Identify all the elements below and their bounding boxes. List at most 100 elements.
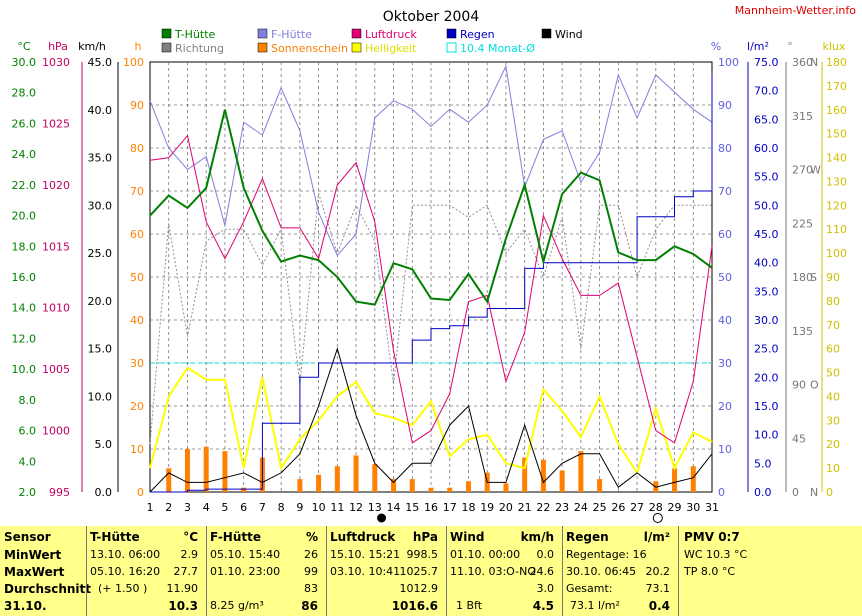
sun-bar <box>297 479 303 492</box>
x-tick-label: 3 <box>184 501 191 514</box>
feuchte-tick: 20 <box>718 400 732 413</box>
x-tick-label: 7 <box>259 501 266 514</box>
x-tick-label: 21 <box>518 501 532 514</box>
x-tick-label: 25 <box>593 501 607 514</box>
regen-tick: 45.0 <box>754 228 779 241</box>
divider <box>326 526 327 616</box>
weather-chart: Oktober 2004 Mannheim-Wetter.info T-Hütt… <box>12 4 857 523</box>
sun-bar <box>597 479 603 492</box>
f-huette-header: F-Hütte <box>210 530 262 544</box>
x-tick-label: 24 <box>574 501 588 514</box>
feuchte-tick: 60 <box>718 228 732 241</box>
t-huette-column: T-Hütte °C 13.10. 06:00 2.9 05.10. 16:20 27… <box>90 526 202 616</box>
sun-bar <box>690 466 696 492</box>
sun-bar <box>540 459 546 492</box>
luftdruck-max: 1025.7 <box>399 565 439 578</box>
druck-tick: 1030 <box>42 56 70 69</box>
t-huette-max-time: 05.10. 16:20 <box>90 565 161 578</box>
x-tick-label: 20 <box>499 501 513 514</box>
legend-swatch <box>257 42 268 53</box>
legend-swatch <box>446 28 457 39</box>
wind-avg: 3.0 <box>536 582 555 595</box>
feuchte-tick: 70 <box>718 185 732 198</box>
f-huette-current: 86 <box>301 599 318 613</box>
luftdruck-unit: hPa <box>412 530 438 544</box>
feuchte-tick: 90 <box>718 99 732 112</box>
regen-total: 73.1 l/m² <box>570 599 620 612</box>
sun-bar <box>465 481 471 492</box>
axis-unit: % <box>711 40 721 53</box>
klux-tick: 90 <box>826 271 840 284</box>
legend-swatch <box>257 28 268 39</box>
sun-bar <box>391 479 397 492</box>
regen-tick: 65.0 <box>754 113 779 126</box>
sun-bar <box>184 449 190 492</box>
legend-label: F-Hütte <box>271 28 312 41</box>
wind-column: Wind km/h 01.10. 00:00 0.0 11.10. 03:O-NO 2… <box>450 526 558 616</box>
legend-swatch <box>161 42 172 53</box>
klux-tick: 20 <box>826 438 840 451</box>
wind-tick: 25.0 <box>88 247 113 260</box>
druck-tick: 1005 <box>42 363 70 376</box>
f-huette-min-time: 05.10. 15:40 <box>210 548 281 561</box>
legend-swatch <box>351 42 362 53</box>
sun-bar <box>334 466 340 492</box>
t-huette-avg: 11.90 <box>166 582 199 595</box>
klux-tick: 160 <box>826 104 847 117</box>
wind-tick: 15.0 <box>88 343 113 356</box>
x-tick-label: 23 <box>555 501 569 514</box>
temp-line <box>149 109 713 306</box>
regen-tick: 55.0 <box>754 171 779 184</box>
axis-units: °C hPa km/h h% l/m² ° klux <box>17 40 846 53</box>
temp-tick: 4.0 <box>19 455 37 468</box>
klux-tick: 150 <box>826 128 847 141</box>
sonne-tick: 40 <box>130 314 144 327</box>
temp-tick: 14.0 <box>12 302 37 315</box>
richtung-tick: 135 <box>792 325 813 338</box>
divider <box>678 526 679 616</box>
feuchte-tick: 10 <box>718 443 732 456</box>
x-tick-label: 8 <box>278 501 285 514</box>
legend-swatch <box>161 28 172 39</box>
x-tick-label: 2 <box>165 501 172 514</box>
sun-bar <box>428 487 434 492</box>
regen-max-time: 30.10. 06:45 <box>566 565 637 578</box>
temp-tick: 24.0 <box>12 148 37 161</box>
x-tick-label: 14 <box>387 501 401 514</box>
sun-bar <box>372 464 378 492</box>
x-tick-label: 30 <box>686 501 700 514</box>
regen-tick: 40.0 <box>754 257 779 270</box>
x-tick-label: 1 <box>147 501 154 514</box>
temp-tick: 20.0 <box>12 210 37 223</box>
pmv-header: PMV 0:7 <box>684 530 740 544</box>
richtung-dir-tick: O <box>810 379 819 392</box>
x-tick-label: 18 <box>461 501 475 514</box>
wind-tick: 0.0 <box>95 486 113 499</box>
regen-column: Regen l/m² Regentage: 16 30.10. 06:45 20.2… <box>566 526 674 616</box>
richtung-dir-tick: N <box>810 486 818 499</box>
pmv-column: PMV 0:7 WC 10.3 °C TP 8.0 °C <box>684 526 860 616</box>
klux-tick: 40 <box>826 390 840 403</box>
axes: 30.0 28.0 26.0 24.0 22.0 20.0 18.0 16.0 14.0 12.0… <box>12 56 848 499</box>
klux-tick: 80 <box>826 295 840 308</box>
richtung-dir-tick: S <box>810 271 817 284</box>
temp-tick: 6.0 <box>19 425 37 438</box>
wind-bft: 1 Bft <box>456 599 483 612</box>
site-link[interactable]: Mannheim-Wetter.info <box>735 4 857 17</box>
sonne-tick: 10 <box>130 443 144 456</box>
x-tick-label: 5 <box>221 501 228 514</box>
richtung-tick: 360 <box>792 56 813 69</box>
sun-bar <box>203 446 209 492</box>
chart-title: Oktober 2004 <box>383 9 480 25</box>
luftdruck-current: 1016.6 <box>391 599 438 613</box>
sun-bar <box>522 457 528 492</box>
sun-bar <box>447 487 453 492</box>
regen-current: 0.4 <box>648 599 670 613</box>
f-huette-avg: 83 <box>304 582 318 595</box>
divider <box>562 526 563 616</box>
sonne-tick: 100 <box>123 56 144 69</box>
druck-tick: 1000 <box>42 425 70 438</box>
x-tick-label: 4 <box>203 501 210 514</box>
sun-bar <box>559 470 565 492</box>
sun-bar <box>578 451 584 492</box>
